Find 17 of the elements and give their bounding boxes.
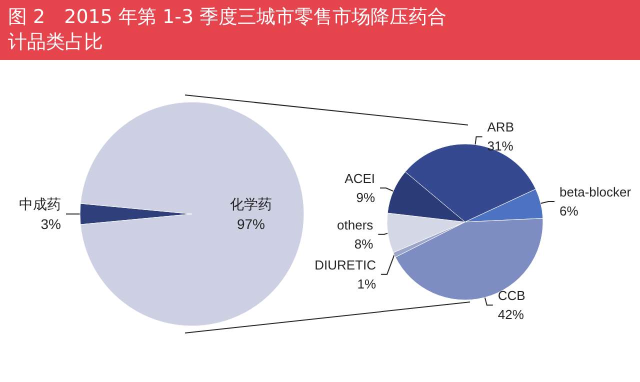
data-label: 97%: [236, 216, 266, 232]
data-label: 8%: [354, 236, 374, 252]
data-label: 31%: [487, 138, 514, 154]
data-label: 42%: [498, 307, 524, 322]
slice-label: beta-blocker: [560, 184, 632, 200]
slice-label: DIURETIC: [314, 257, 376, 272]
slice-label: others: [337, 217, 374, 232]
slice-label: 化学药: [230, 196, 272, 212]
slice-label: CCB: [498, 288, 526, 304]
data-label: 1%: [357, 276, 376, 292]
data-label: 3%: [40, 216, 61, 232]
data-label: 9%: [356, 190, 376, 205]
data-label: 6%: [560, 203, 579, 218]
slice-label: ARB: [487, 120, 514, 135]
slice-label: ACEI: [344, 170, 376, 186]
chart-title: 图 2 2015 年第 1-3 季度三城市零售市场降压药合计品类占比: [8, 5, 448, 55]
slice-label: 中成药: [19, 196, 61, 212]
